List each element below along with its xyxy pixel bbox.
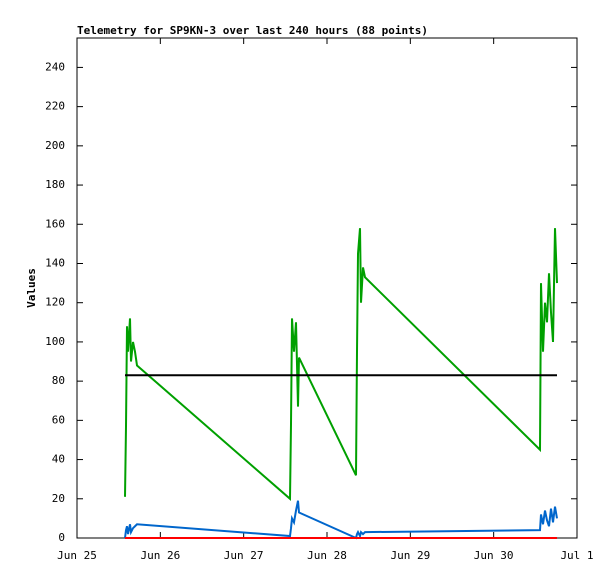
y-tick-label: 220	[45, 100, 65, 113]
x-tick-label: Jun 25	[57, 549, 97, 562]
y-tick-label: 200	[45, 139, 65, 152]
y-tick-label: 160	[45, 217, 65, 230]
y-tick-label: 20	[52, 492, 65, 505]
x-tick-label: Jun 26	[140, 549, 180, 562]
chart-title: Telemetry for SP9KN-3 over last 240 hour…	[77, 24, 428, 37]
y-tick-label: 120	[45, 296, 65, 309]
x-tick-label: Jun 30	[474, 549, 514, 562]
y-tick-label: 140	[45, 256, 65, 269]
y-tick-label: 80	[52, 374, 65, 387]
y-tick-label: 100	[45, 335, 65, 348]
y-axis-label: Values	[25, 268, 38, 308]
x-tick-label: Jun 29	[390, 549, 430, 562]
series-line	[124, 228, 558, 501]
y-tick-label: 40	[52, 453, 65, 466]
y-tick-label: 60	[52, 413, 65, 426]
x-tick-label: Jul 1	[560, 549, 593, 562]
y-tick-label: 240	[45, 60, 65, 73]
plot-frame	[76, 37, 578, 539]
x-tick-label: Jun 28	[307, 549, 347, 562]
y-tick-label: 0	[58, 531, 65, 544]
x-tick-label: Jun 27	[224, 549, 264, 562]
series-line	[124, 500, 558, 540]
y-tick-label: 180	[45, 178, 65, 191]
